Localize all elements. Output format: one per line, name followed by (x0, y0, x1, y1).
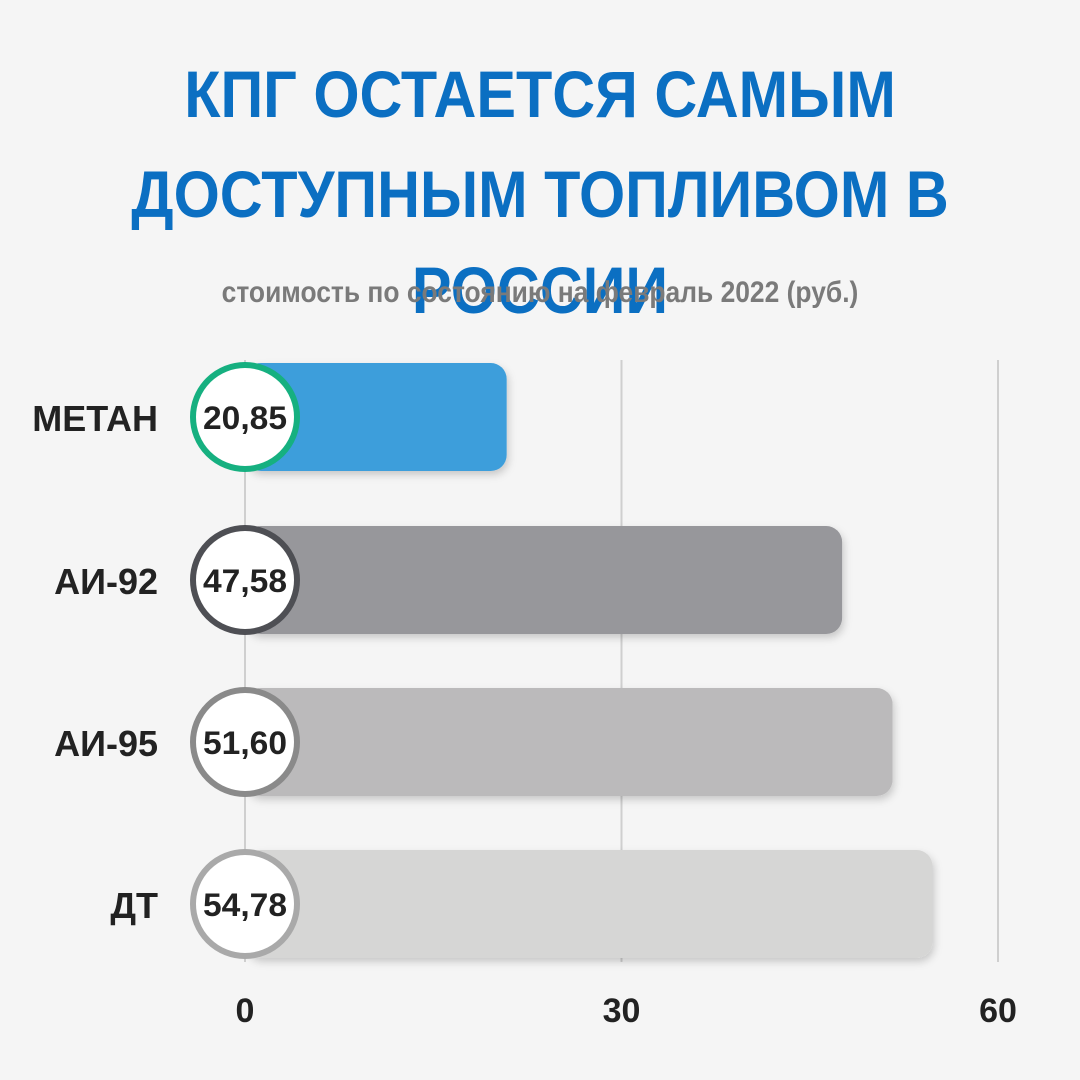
value-ring-1 (190, 525, 300, 635)
value-ring-0 (190, 362, 300, 472)
x-tick-label-60: 60 (979, 992, 1017, 1030)
value-label-0: 20,85 (203, 400, 287, 436)
category-label-1: АИ-92 (54, 561, 158, 602)
value-ring-2 (190, 687, 300, 797)
category-label-3: ДТ (110, 885, 158, 926)
chart-title-line-1: КПГ ОСТАЕТСЯ САМЫМ (184, 57, 896, 131)
value-label-1: 47,58 (203, 563, 287, 599)
bar-2 (245, 688, 893, 796)
x-tick-label-0: 0 (236, 992, 255, 1030)
category-label-0: МЕТАН (32, 398, 158, 439)
chart-title-line-2: ДОСТУПНЫМ ТОПЛИВОМ В РОССИИ (131, 157, 949, 327)
category-label-2: АИ-95 (54, 723, 158, 764)
bar-3 (245, 850, 933, 958)
value-label-2: 51,60 (203, 725, 287, 761)
chart-subtitle: стоимость по состоянию на февраль 2022 (… (221, 276, 859, 309)
x-tick-label-30: 30 (603, 992, 641, 1030)
value-ring-3 (190, 849, 300, 959)
value-label-3: 54,78 (203, 887, 287, 923)
bar-0 (245, 363, 507, 471)
bar-1 (245, 526, 843, 634)
